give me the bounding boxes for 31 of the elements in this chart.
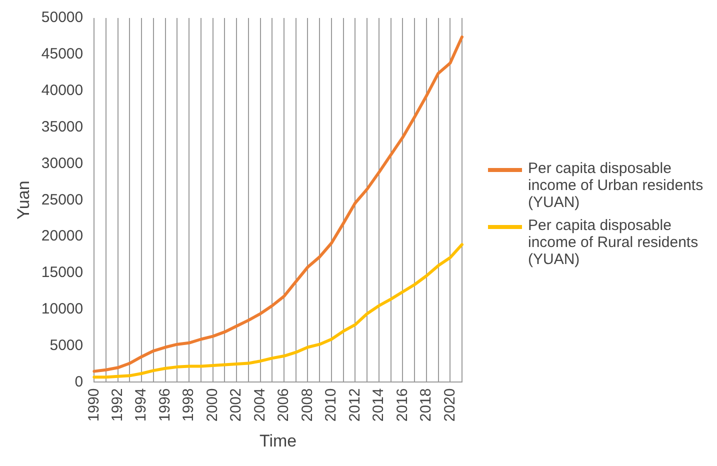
y-tick-label: 30000	[41, 154, 84, 172]
x-tick-label: 1992	[108, 388, 126, 422]
x-tick-label: 2002	[228, 388, 245, 422]
y-tick-label: 10000	[41, 300, 84, 318]
legend-label: Per capita disposable income of Urban residents (YUAN)	[528, 160, 704, 211]
y-tick-label: 20000	[41, 228, 84, 245]
x-tick-label: 2018	[418, 388, 435, 422]
y-tick-label: 50000	[41, 9, 84, 26]
x-tick-label: 2006	[275, 388, 292, 422]
x-tick-label: 1996	[156, 388, 174, 422]
y-axis-title: Yuan	[14, 180, 33, 220]
y-tick-label: 5000	[50, 336, 84, 354]
legend-label: Per capita disposable income of Rural residents (YUAN)	[528, 217, 700, 268]
x-tick-label: 2010	[322, 388, 340, 422]
x-tick-label: 2008	[298, 388, 316, 422]
y-tick-label: 35000	[41, 118, 84, 136]
x-tick-label: 1990	[85, 388, 102, 422]
x-tick-label: 2016	[394, 388, 411, 422]
y-tick-label: 25000	[41, 191, 84, 208]
y-tick-label: 15000	[41, 264, 84, 282]
y-tick-label: 40000	[41, 82, 84, 99]
x-tick-label: 1998	[180, 388, 198, 422]
x-tick-label: 1994	[132, 388, 150, 422]
x-tick-label: 2014	[370, 388, 388, 422]
x-tick-label: 2000	[204, 388, 221, 422]
x-axis-title: Time	[259, 431, 297, 450]
y-tick-label: 45000	[41, 46, 84, 63]
x-tick-label: 2020	[441, 388, 458, 422]
x-tick-label: 2004	[251, 388, 268, 422]
y-tick-label: 0	[74, 373, 84, 390]
x-tick-label: 2012	[346, 388, 364, 422]
